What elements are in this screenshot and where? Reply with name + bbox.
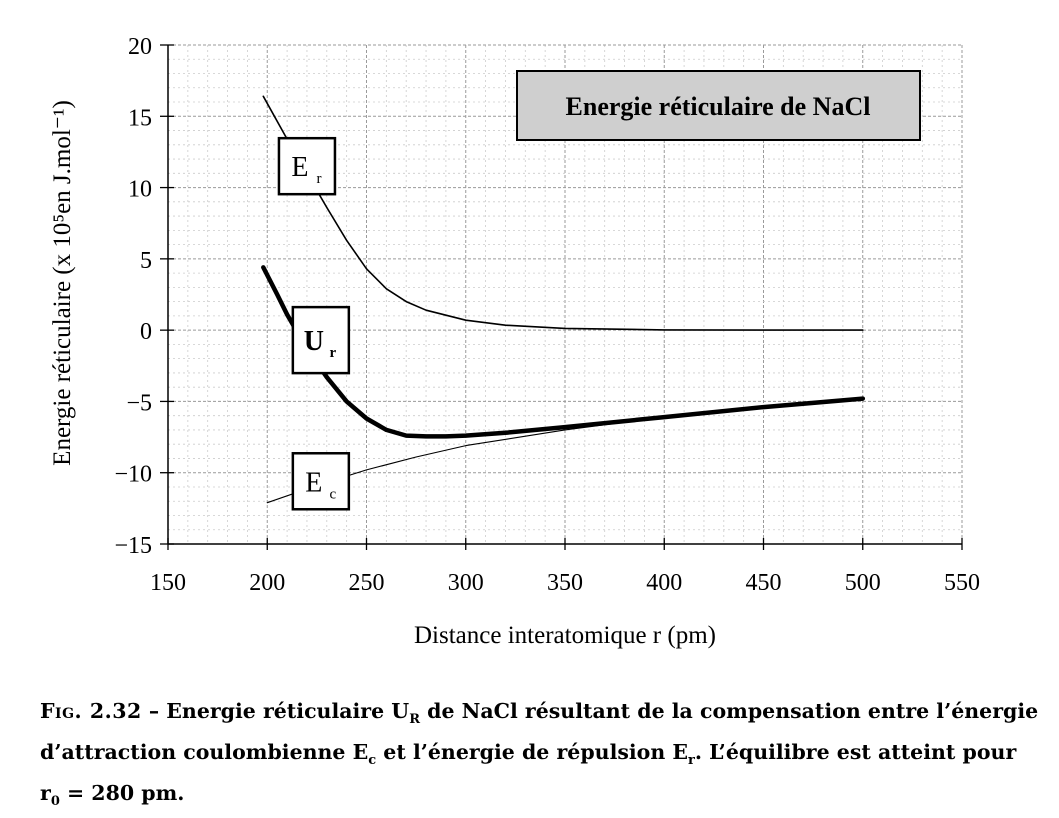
curve-label-main: E bbox=[305, 467, 322, 498]
x-tick-label: 500 bbox=[845, 570, 881, 596]
x-tick-label: 250 bbox=[349, 570, 385, 596]
chart-series bbox=[261, 95, 866, 504]
x-tick-label: 300 bbox=[448, 570, 484, 596]
curve-label-sub: c bbox=[330, 486, 337, 502]
caption-r0-sub: 0 bbox=[50, 794, 60, 810]
x-tick-label: 400 bbox=[646, 570, 682, 596]
curve-label-main: E bbox=[291, 152, 308, 183]
x-tick-label: 350 bbox=[547, 570, 583, 596]
curve-label-main: U bbox=[304, 326, 324, 357]
caption-part2: de NaCl résultant de la compensation ent… bbox=[40, 699, 1039, 765]
x-axis-label: Distance interatomique r (pm) bbox=[414, 622, 716, 649]
caption-part1: – Energie réticulaire bbox=[141, 699, 392, 723]
y-tick-label: 0 bbox=[140, 319, 152, 345]
title-box: Energie réticulaire de NaCl bbox=[516, 70, 921, 141]
y-tick-label: 20 bbox=[128, 34, 152, 60]
y-tick-label: −5 bbox=[126, 390, 152, 416]
caption-er: Er bbox=[672, 740, 695, 769]
curve-label-sub: r bbox=[330, 345, 337, 361]
figure-caption: Fig. 2.32 – Energie réticulaire UR de Na… bbox=[40, 695, 1040, 818]
x-tick-label: 150 bbox=[150, 570, 186, 596]
caption-part5: = 280 pm. bbox=[59, 781, 185, 806]
chart: 150 200 250 300 350 400 450 500 550 −15 −10 −5 0 5 10 1… bbox=[49, 34, 980, 649]
chart-title: Energie réticulaire de NaCl bbox=[566, 92, 871, 121]
y-tick-label: 15 bbox=[128, 105, 152, 131]
caption-part3: et l’énergie de répulsion bbox=[376, 740, 673, 765]
caption-ur: UR bbox=[391, 699, 420, 728]
y-tick-label: −15 bbox=[114, 533, 152, 559]
y-axis-label: Energie réticulaire (x 10⁵en J.mol⁻¹) bbox=[49, 100, 76, 466]
y-tick-label: −10 bbox=[114, 462, 152, 488]
y-tick-label: 10 bbox=[128, 177, 152, 203]
caption-part4: . L’équilibre est atteint pour r bbox=[40, 740, 1017, 806]
x-tick-label: 450 bbox=[746, 570, 782, 596]
series-line-ur bbox=[261, 265, 866, 439]
x-tick-label: 550 bbox=[944, 570, 980, 596]
chart-ticks: 150 200 250 300 350 400 450 500 550 −15 −10 −5 0 5 10 1… bbox=[114, 34, 980, 596]
y-tick-label: 5 bbox=[140, 248, 152, 274]
curve-label-sub: r bbox=[316, 171, 321, 187]
x-tick-label: 200 bbox=[249, 570, 285, 596]
caption-fig-label: Fig. 2.32 bbox=[40, 699, 142, 723]
caption-ec: Ec bbox=[352, 740, 377, 769]
